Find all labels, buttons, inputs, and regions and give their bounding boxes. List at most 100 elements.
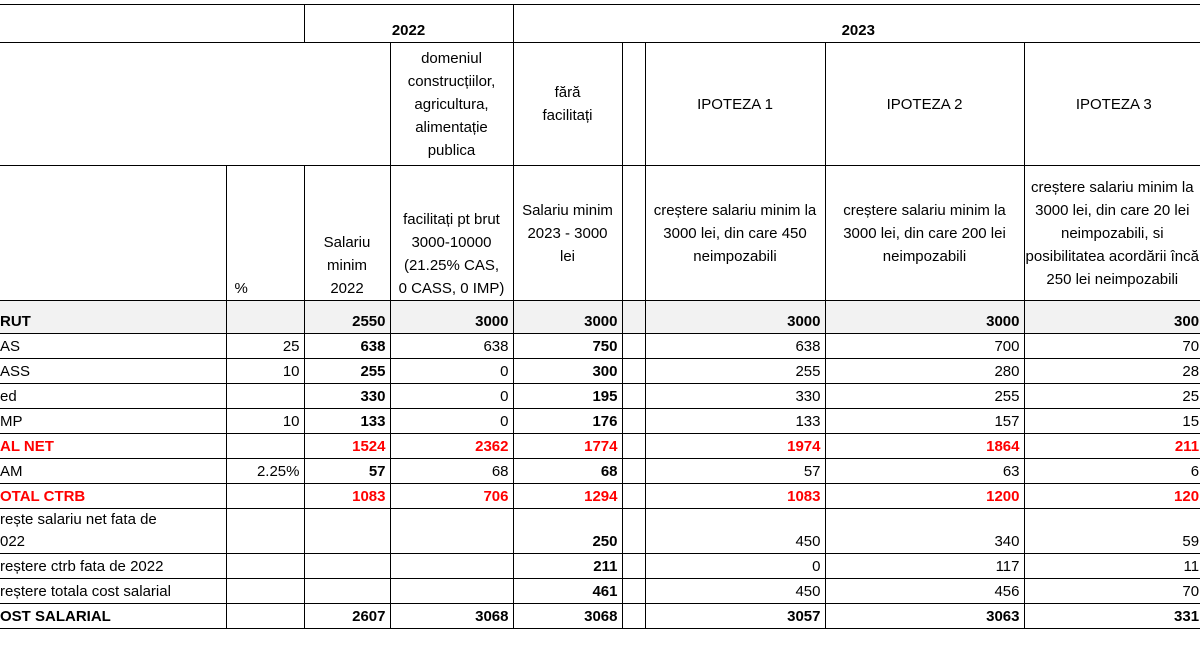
cell [621, 508, 646, 554]
percent-cell: 10 [225, 408, 305, 434]
data-row: OTAL CTRB 1083 706 1294 1083 1200 120 [0, 483, 1200, 509]
data-row: OST SALARIAL 2607 3068 3068 3057 3063 331 [0, 603, 1200, 629]
group-header: IPOTEZA 3 [1023, 42, 1200, 166]
value-cell: 28 [1023, 358, 1200, 384]
value-cell: 68 [512, 458, 623, 484]
value-cell: 3000 [389, 300, 514, 334]
row-label: ed [0, 383, 227, 409]
percent-cell [225, 508, 305, 554]
cell [621, 408, 646, 434]
cell [621, 333, 646, 359]
value-cell: 3063 [824, 603, 1025, 629]
row-label: OTAL CTRB [0, 483, 227, 509]
percent-cell [225, 603, 305, 629]
cell [621, 42, 646, 166]
header-row: % Salariu minim 2022 facilitați pt brut … [0, 165, 1200, 301]
cell [621, 603, 646, 629]
sheet-body: 2022 2023 domeniul construcțiilor, agric… [0, 4, 1200, 629]
value-cell: 117 [824, 553, 1025, 579]
cell [621, 458, 646, 484]
value-cell: 0 [389, 408, 514, 434]
spreadsheet: 2022 2023 domeniul construcțiilor, agric… [0, 4, 1200, 629]
value-cell: 300 [1023, 300, 1200, 334]
value-cell: 450 [644, 508, 826, 554]
value-cell: 2550 [303, 300, 391, 334]
value-cell: 700 [824, 333, 1025, 359]
data-row: reștere ctrb fata de 2022 211 0 117 11 [0, 553, 1200, 579]
data-row: AM 2.25% 57 68 68 57 63 6 [0, 458, 1200, 484]
cell [0, 42, 391, 166]
value-cell [303, 553, 391, 579]
group-header: fără facilitați [512, 42, 623, 166]
column-header: facilitați pt brut 3000-10000 (21.25% CA… [389, 165, 514, 301]
row-label: reștere ctrb fata de 2022 [0, 553, 227, 579]
value-cell: 0 [389, 358, 514, 384]
group-header: IPOTEZA 1 [644, 42, 826, 166]
percent-cell: 10 [225, 358, 305, 384]
value-cell: 68 [389, 458, 514, 484]
data-row: ASS 10 255 0 300 255 280 28 [0, 358, 1200, 384]
percent-cell [225, 553, 305, 579]
column-header: Salariu minim 2023 - 3000 lei [512, 165, 623, 301]
value-cell: 255 [303, 358, 391, 384]
value-cell: 120 [1023, 483, 1200, 509]
group-header: IPOTEZA 2 [824, 42, 1025, 166]
value-cell [303, 578, 391, 604]
percent-cell [225, 483, 305, 509]
value-cell: 2607 [303, 603, 391, 629]
row-label: OST SALARIAL [0, 603, 227, 629]
cell [621, 165, 646, 301]
percent-cell [225, 433, 305, 459]
percent-cell: 25 [225, 333, 305, 359]
value-cell: 340 [824, 508, 1025, 554]
value-cell: 2362 [389, 433, 514, 459]
cell [0, 165, 227, 301]
value-cell: 57 [303, 458, 391, 484]
year-header: 2023 [512, 4, 1200, 43]
value-cell: 461 [512, 578, 623, 604]
page: {"header_row1": ["2022", "2023"], "heade… [0, 4, 1200, 666]
value-cell: 0 [644, 553, 826, 579]
value-cell: 3000 [512, 300, 623, 334]
percent-cell [225, 383, 305, 409]
value-cell [389, 508, 514, 554]
row-label: AS [0, 333, 227, 359]
value-cell [303, 508, 391, 554]
value-cell: 133 [303, 408, 391, 434]
cell [621, 483, 646, 509]
value-cell: 1774 [512, 433, 623, 459]
value-cell: 70 [1023, 333, 1200, 359]
value-cell: 638 [389, 333, 514, 359]
value-cell: 331 [1023, 603, 1200, 629]
value-cell: 25 [1023, 383, 1200, 409]
value-cell: 1524 [303, 433, 391, 459]
value-cell: 255 [824, 383, 1025, 409]
row-label: MP [0, 408, 227, 434]
row-label: rește salariu net fata de 022 [0, 508, 227, 554]
value-cell: 3000 [824, 300, 1025, 334]
column-header: creștere salariu minim la 3000 lei, din … [644, 165, 826, 301]
value-cell: 250 [512, 508, 623, 554]
data-row: reștere totala cost salarial 461 450 456 70 [0, 578, 1200, 604]
data-row: MP 10 133 0 176 133 157 15 [0, 408, 1200, 434]
column-header: % [225, 165, 305, 301]
header-row: 2022 2023 [0, 4, 1200, 43]
value-cell: 211 [512, 553, 623, 579]
value-cell: 456 [824, 578, 1025, 604]
value-cell: 706 [389, 483, 514, 509]
value-cell: 638 [644, 333, 826, 359]
data-row: AL NET 1524 2362 1774 1974 1864 211 [0, 433, 1200, 459]
percent-cell [225, 578, 305, 604]
data-row: AS 25 638 638 750 638 700 70 [0, 333, 1200, 359]
value-cell [389, 553, 514, 579]
cell [621, 553, 646, 579]
cell [621, 433, 646, 459]
value-cell: 1294 [512, 483, 623, 509]
column-header: creștere salariu minim la 3000 lei, din … [824, 165, 1025, 301]
value-cell: 195 [512, 383, 623, 409]
value-cell: 255 [644, 358, 826, 384]
value-cell: 157 [824, 408, 1025, 434]
value-cell: 638 [303, 333, 391, 359]
value-cell: 133 [644, 408, 826, 434]
value-cell: 3068 [512, 603, 623, 629]
